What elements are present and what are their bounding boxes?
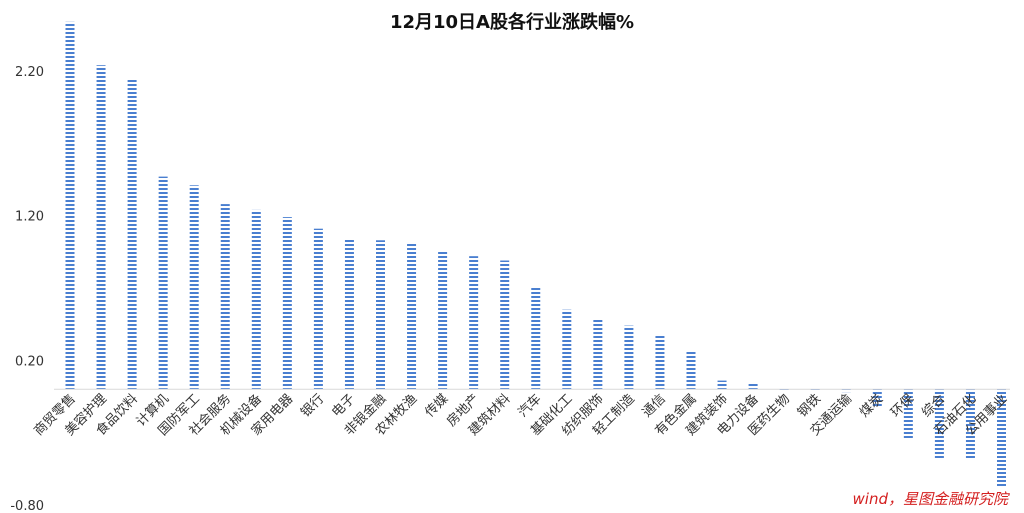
bar: [500, 260, 510, 390]
bar: [407, 243, 417, 390]
bar: [158, 176, 168, 390]
bar: [717, 380, 727, 390]
bar: [997, 389, 1006, 488]
bar: [841, 389, 851, 393]
bar: [313, 228, 323, 390]
bar: [810, 389, 820, 391]
bar: [779, 389, 789, 391]
y-tick-label: -0.80: [10, 499, 44, 513]
bar: [438, 250, 448, 390]
bar: [376, 240, 385, 390]
bar: [748, 383, 758, 390]
y-tick-label: 2.20: [15, 65, 44, 80]
bar: [220, 204, 230, 390]
bar: [655, 335, 665, 390]
bar: [872, 389, 882, 407]
x-tick-label: 银行: [298, 391, 327, 420]
bar: [65, 21, 75, 390]
bar: [344, 238, 354, 390]
y-tick-label: 0.20: [15, 354, 44, 369]
y-axis: 2.20 1.20 0.20 -0.80: [10, 65, 44, 513]
bar: [531, 286, 541, 390]
bar: [903, 389, 913, 440]
bar: [624, 325, 634, 390]
bar: [282, 217, 292, 390]
y-tick-label: 1.20: [15, 210, 44, 225]
bar-series: [65, 21, 1006, 488]
watermark-text: wind，星图金融研究院: [853, 490, 1010, 508]
bar: [127, 79, 137, 390]
bar: [189, 185, 199, 390]
bar: [562, 309, 572, 390]
bar: [934, 389, 944, 459]
bar: [96, 65, 106, 390]
bar: [686, 351, 696, 390]
bar: [469, 256, 479, 390]
bar: [251, 209, 261, 390]
bar: [593, 318, 603, 390]
chart-title: 12月10日A股各行业涨跌幅%: [390, 11, 634, 33]
bar: [965, 389, 975, 459]
